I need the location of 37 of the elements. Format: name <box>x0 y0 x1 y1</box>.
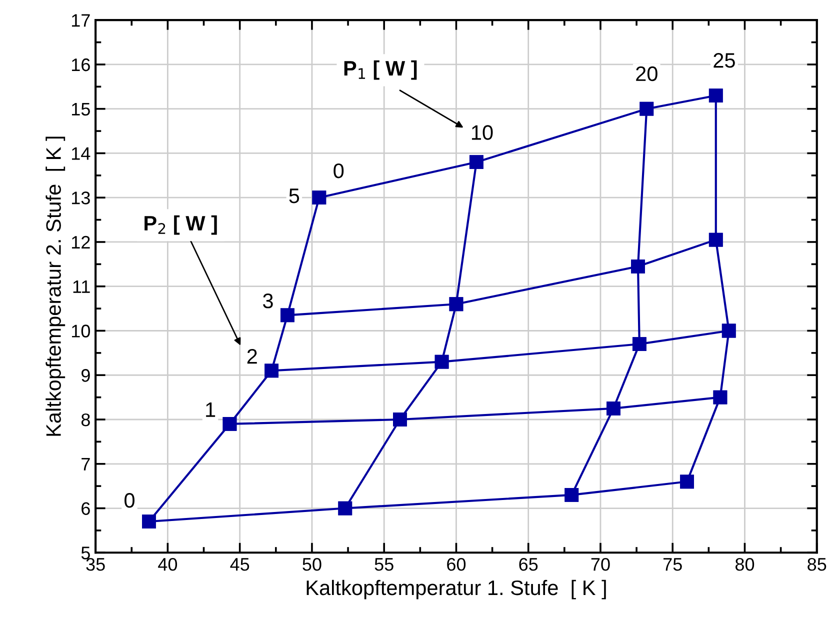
x-tick-label: 70 <box>591 558 610 571</box>
x-tick-label: 85 <box>808 558 826 571</box>
y-tick-label: 6 <box>82 502 90 515</box>
y-tick-label: 8 <box>81 413 90 426</box>
y-tick-label: 14 <box>72 147 90 160</box>
x-axis-title: Kaltkopftemperatur 1. Stufe [ K ] <box>306 580 606 600</box>
annotation: 3 <box>262 294 273 308</box>
y-tick-label: 17 <box>72 14 90 27</box>
annotation: 5 <box>289 188 300 204</box>
y-tick-label: 15 <box>72 102 90 116</box>
annotation: 1 <box>206 402 216 417</box>
y-tick-label: 5 <box>81 546 90 560</box>
y-axis-title: Kaltkopftemperatur 2. Stufe [ K ] <box>46 136 66 436</box>
annotation: 20 <box>636 66 658 82</box>
x-tick-label: 45 <box>230 558 250 571</box>
annotation: 10 <box>472 125 493 140</box>
annotation: P$_{1}$ [ W ] <box>344 60 417 80</box>
x-tick-label: 80 <box>735 558 754 571</box>
x-tick-label: 60 <box>447 558 466 571</box>
annotation: 25 <box>714 53 735 68</box>
annotation: 0 <box>124 492 134 508</box>
x-tick-label: 55 <box>374 558 394 571</box>
x-tick-label: 40 <box>158 558 178 571</box>
y-tick-label: 9 <box>82 369 90 382</box>
y-tick-label: 11 <box>73 280 90 293</box>
y-tick-label: 12 <box>72 236 90 249</box>
y-tick-label: 7 <box>82 458 90 470</box>
y-tick-label: 13 <box>72 192 90 204</box>
y-tick-label: 16 <box>72 58 90 72</box>
x-tick-label: 65 <box>519 558 538 571</box>
annotation: 0 <box>334 163 344 178</box>
x-tick-label: 75 <box>663 558 682 571</box>
y-tick-label: 10 <box>72 324 90 338</box>
x-tick-label: 50 <box>302 558 322 571</box>
x-tick-label: 35 <box>86 558 105 571</box>
annotation: P$_{2}$ [ W ] <box>144 215 217 235</box>
annotation: 2 <box>247 349 257 364</box>
